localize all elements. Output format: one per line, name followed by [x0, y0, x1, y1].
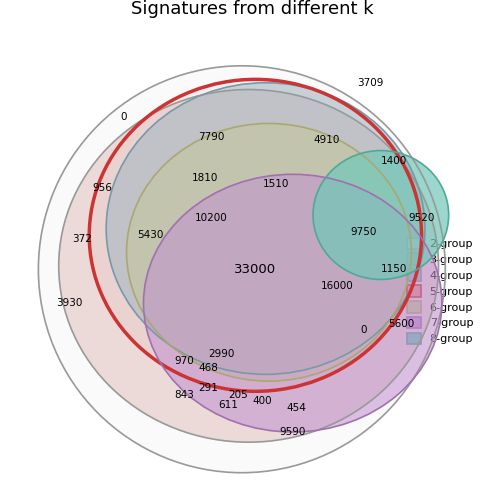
Text: 1150: 1150 — [381, 264, 408, 274]
Text: 9520: 9520 — [408, 213, 435, 223]
Text: 9750: 9750 — [351, 227, 377, 237]
Text: 5600: 5600 — [388, 319, 414, 329]
Text: 468: 468 — [198, 362, 218, 372]
Ellipse shape — [59, 90, 438, 442]
Text: 400: 400 — [253, 397, 272, 407]
Text: 1810: 1810 — [192, 173, 218, 183]
Text: 843: 843 — [174, 390, 194, 400]
Text: 205: 205 — [228, 390, 248, 400]
Text: 1400: 1400 — [382, 156, 408, 166]
Text: 10200: 10200 — [195, 213, 228, 223]
Text: 372: 372 — [73, 234, 92, 244]
Ellipse shape — [127, 123, 411, 381]
Text: 3709: 3709 — [357, 78, 384, 88]
Text: 33000: 33000 — [234, 263, 277, 276]
Ellipse shape — [144, 174, 442, 432]
Text: 0: 0 — [361, 325, 367, 335]
Text: 7790: 7790 — [198, 132, 224, 142]
Text: 2990: 2990 — [208, 349, 235, 359]
Ellipse shape — [313, 151, 449, 279]
Text: 4910: 4910 — [313, 136, 340, 145]
Text: 970: 970 — [174, 356, 194, 366]
Text: 0: 0 — [120, 112, 127, 121]
Text: 9590: 9590 — [280, 427, 306, 437]
Text: 1510: 1510 — [263, 179, 289, 190]
Ellipse shape — [106, 83, 425, 374]
Legend: 2-group, 3-group, 4-group, 5-group, 6-group, 7-group, 8-group: 2-group, 3-group, 4-group, 5-group, 6-gr… — [404, 234, 476, 348]
Text: 454: 454 — [286, 403, 306, 413]
Title: Signatures from different k: Signatures from different k — [131, 0, 373, 18]
Text: 611: 611 — [218, 400, 238, 410]
Text: 16000: 16000 — [321, 281, 353, 291]
Ellipse shape — [38, 66, 445, 473]
Text: 5430: 5430 — [137, 230, 163, 240]
Ellipse shape — [89, 79, 421, 391]
Text: 291: 291 — [198, 383, 218, 393]
Text: 3930: 3930 — [56, 298, 82, 308]
Text: 956: 956 — [93, 183, 113, 193]
